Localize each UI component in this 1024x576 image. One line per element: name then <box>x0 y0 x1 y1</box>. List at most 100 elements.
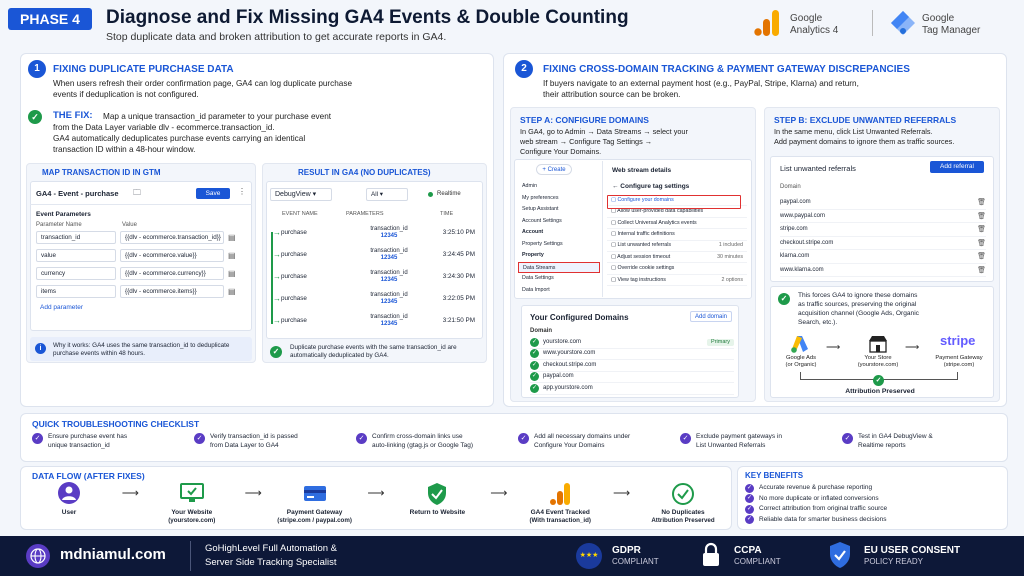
primary-badge: Primary <box>707 338 734 346</box>
param-name-input[interactable]: currency <box>36 267 116 280</box>
pg-label: Payment Gateway <box>935 355 983 361</box>
more-menu-icon[interactable]: ⋮ <box>238 187 246 196</box>
referral-rows: paypal.com 🗑 www.paypal.com 🗑 stripe.com 🗑 che… <box>780 196 986 277</box>
folder-icon[interactable]: 🗀 <box>133 188 141 197</box>
admin-nav-item[interactable]: Property Settings <box>522 240 563 247</box>
param-value-input[interactable]: {{dlv - ecommerce.items}} <box>120 285 224 298</box>
param-value: 12345 <box>380 277 398 283</box>
benefit-text: No more duplicate or inflated conversion… <box>759 494 879 502</box>
tag-setting-option[interactable]: ▢ Adjust session timeout 30 minutes <box>607 252 747 264</box>
domain-name: paypal.com <box>543 373 574 379</box>
checklist-line-1: Test in GA4 DebugView & <box>858 433 933 440</box>
tag-setting-option[interactable]: ▢ Configure your domains <box>607 195 747 207</box>
shield-check-icon <box>828 541 852 573</box>
admin-nav-item[interactable]: Property <box>522 252 544 258</box>
admin-nav-item[interactable]: My preferences <box>522 194 559 201</box>
event-time: 3:24:30 PM <box>442 273 475 281</box>
event-timeline-line <box>271 232 273 324</box>
admin-nav-item[interactable]: Account Settings <box>522 217 562 224</box>
domain-check-icon: ✓ <box>530 360 539 370</box>
realtime-dot-icon <box>428 192 433 197</box>
footer-tagline-2: Server Side Tracking Specialist <box>205 557 337 568</box>
domain-check-icon: ✓ <box>530 372 539 382</box>
filter-select[interactable]: All ▾ <box>366 188 408 201</box>
tag-setting-option[interactable]: ▢ View tag instructions 2 options <box>607 275 747 287</box>
flow-step: No Duplicates Attribution Preserved <box>638 482 728 525</box>
admin-nav-item[interactable]: Data Settings <box>522 275 554 281</box>
benefit-check-icon: ✓ <box>745 504 754 514</box>
param-value-input[interactable]: {{dlv - ecommerce.value}} <box>120 249 224 262</box>
step-a-title: STEP A: CONFIGURE DOMAINS <box>520 115 649 125</box>
gtm-divider <box>30 204 252 205</box>
create-button[interactable]: + Create <box>536 164 572 175</box>
admin-nav-item[interactable]: Data Import <box>522 286 550 293</box>
param-name-input[interactable]: items <box>36 285 116 298</box>
referral-domain: klarna.com <box>780 253 810 259</box>
stripe-logo: stripe <box>940 333 976 348</box>
flow-step-label: Your Website <box>171 509 213 516</box>
data-flow-title: DATA FLOW (AFTER FIXES) <box>32 471 145 481</box>
event-time: 3:21:50 PM <box>442 317 475 325</box>
payment-card-icon <box>302 482 328 506</box>
trash-icon[interactable]: 🗑 <box>977 253 986 260</box>
trash-icon[interactable]: 🗑 <box>977 212 986 220</box>
shield-check-icon <box>426 482 448 506</box>
variable-picker-icon[interactable]: ▤ <box>228 232 236 242</box>
gtm-brand-line1: Google <box>922 13 955 24</box>
admin-nav-item[interactable]: Setup Assistant <box>522 206 559 212</box>
footer-divider <box>190 541 191 571</box>
flow-step-label: No Duplicates <box>661 509 705 516</box>
tag-setting-option[interactable]: ▢ Override cookie settings <box>607 263 747 275</box>
site-link[interactable]: mdniamul.com <box>60 546 166 563</box>
result-row: → purchase transaction_id 12345 3:25:10 PM <box>271 222 476 244</box>
param-name-input[interactable]: value <box>36 249 116 262</box>
domain-check-icon: ✓ <box>530 383 539 393</box>
flow-step: User <box>24 482 114 517</box>
tag-setting-option[interactable]: ▢ List unwanted referrals 1 included <box>607 241 747 252</box>
variable-picker-icon[interactable]: ▤ <box>228 250 236 260</box>
trash-icon[interactable]: 🗑 <box>977 239 986 247</box>
flow-step-label: GA4 Event Tracked <box>530 509 590 516</box>
benefit-check-icon: ✓ <box>745 515 754 525</box>
arrow-right-icon: ⟶ <box>826 342 841 353</box>
save-button[interactable]: Save <box>196 188 230 199</box>
param-name-input[interactable]: transaction_id <box>36 231 116 244</box>
admin-nav-item[interactable]: Admin <box>522 183 538 189</box>
gtm-brand-line2: Tag Manager <box>922 25 981 36</box>
tag-settings-options: ▢ Configure your domains ▢ Allow user-pro… <box>607 195 747 287</box>
tag-setting-option[interactable]: ▢ Collect Universal Analytics events <box>607 218 747 230</box>
domain-name: app.yourstore.com <box>543 384 593 391</box>
trash-icon[interactable]: 🗑 <box>977 266 986 274</box>
add-domain-button[interactable]: Add domain <box>690 311 732 322</box>
gtm-param-row: transaction_id {{dlv - ecommerce.transact… <box>36 231 248 244</box>
add-parameter-link[interactable]: Add parameter <box>40 304 83 311</box>
event-params: transaction_id 12345 <box>343 292 435 307</box>
configure-tag-settings-back[interactable]: ← Configure tag settings <box>612 183 690 190</box>
referral-row: checkout.stripe.com 🗑 <box>780 237 986 250</box>
tag-setting-option[interactable]: ▢ Internal traffic definitions <box>607 229 747 241</box>
store-label-2: (yourstore.com) <box>857 362 899 368</box>
variable-picker-icon[interactable]: ▤ <box>228 286 236 296</box>
param-value-input[interactable]: {{dlv - ecommerce.currency}} <box>120 267 224 280</box>
checklist-check-icon: ✓ <box>518 433 529 444</box>
admin-nav-item[interactable]: Data Streams <box>518 261 600 273</box>
param-value: 12345 <box>380 299 398 305</box>
variable-picker-icon[interactable]: ▤ <box>228 268 236 278</box>
pg-label-2: (stripe.com) <box>943 362 975 368</box>
domain-rows: ✓ yourstore.com Primary ✓ www.yourstore.com ✓… <box>530 337 734 395</box>
option-label: ▢ Collect Universal Analytics events <box>611 219 697 226</box>
trash-icon[interactable]: 🗑 <box>977 226 986 233</box>
highlight-configure-domains <box>607 195 741 209</box>
add-referral-button[interactable]: Add referral <box>930 161 984 173</box>
tag-setting-option[interactable]: ▢ Allow user-provided data capabilities <box>607 206 747 218</box>
event-name: purchase <box>281 317 307 325</box>
trash-icon[interactable]: 🗑 <box>977 199 986 206</box>
admin-nav-item[interactable]: Account <box>522 229 544 235</box>
param-value-header: Value <box>122 222 137 228</box>
step-a-line-1: In GA4, go to Admin → Data Streams → sel… <box>520 127 688 136</box>
debugview-select[interactable]: DebugView ▾ <box>270 188 332 201</box>
tag-manager-logo <box>890 10 916 36</box>
section-2-intro-1: If buyers navigate to an external paymen… <box>543 79 859 88</box>
param-value-input[interactable]: {{dlv - ecommerce.transaction_id}} <box>120 231 224 244</box>
checklist-check-icon: ✓ <box>32 433 43 444</box>
